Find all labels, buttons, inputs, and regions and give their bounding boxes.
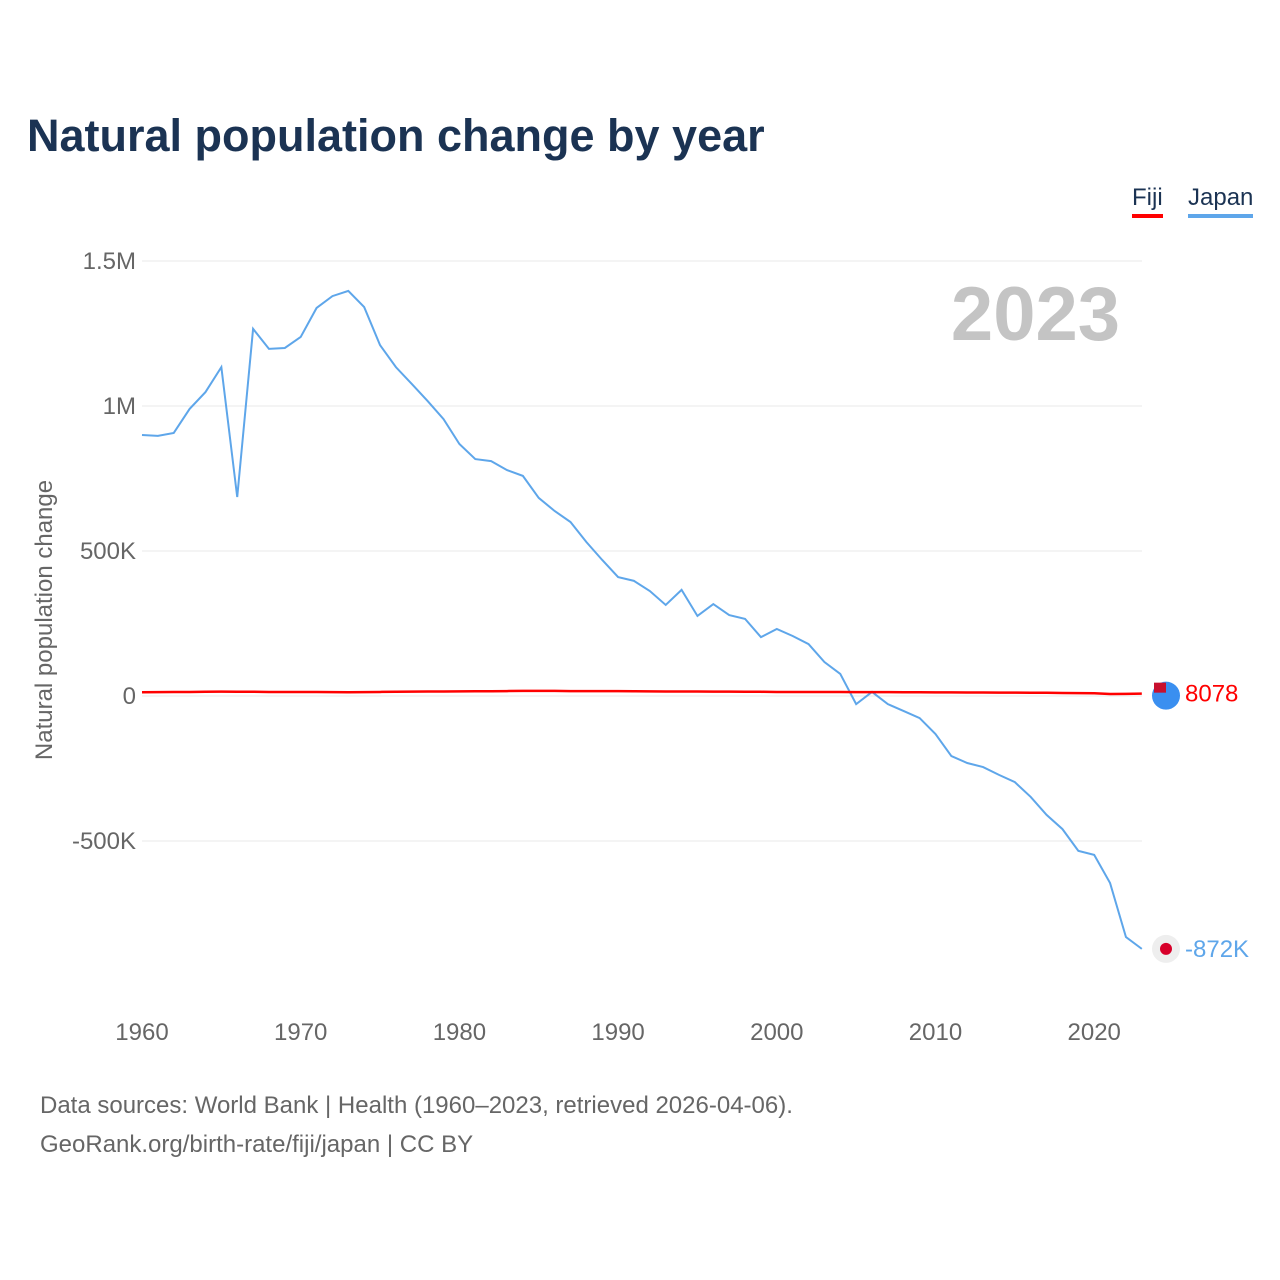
y-tick-label: 1.5M — [83, 248, 136, 275]
fiji-flag-union — [1154, 682, 1166, 693]
source-line-2[interactable]: GeoRank.org/birth-rate/fiji/japan | CC B… — [40, 1131, 474, 1158]
source-line-1: Data sources: World Bank | Health (1960–… — [40, 1092, 793, 1119]
y-tick-label: 1M — [103, 393, 136, 420]
x-tick-label: 1970 — [274, 1019, 327, 1046]
x-tick-label: 2020 — [1068, 1019, 1121, 1046]
x-tick-label: 1990 — [591, 1019, 644, 1046]
fiji-end-label: 8078 — [1185, 681, 1238, 708]
japan-flag-dot — [1160, 942, 1172, 955]
x-tick-label: 2000 — [750, 1019, 803, 1046]
y-axis-label: Natural population change — [31, 480, 58, 760]
x-tick-label: 1960 — [115, 1019, 168, 1046]
japan-end-label: -872K — [1185, 936, 1249, 963]
year-watermark: 2023 — [951, 272, 1120, 357]
y-tick-label: 0 — [123, 683, 136, 710]
x-tick-label: 2010 — [909, 1019, 962, 1046]
legend-fiji[interactable]: Fiji — [1132, 184, 1163, 218]
x-tick-label: 1980 — [433, 1019, 486, 1046]
chart-title: Natural population change by year — [27, 110, 765, 161]
legend-japan[interactable]: Japan — [1188, 184, 1254, 218]
data-source-footer: Data sources: World Bank | Health (1960–… — [40, 1086, 793, 1164]
series-line-japan — [141, 289, 1143, 950]
y-tick-label: -500K — [72, 828, 136, 855]
y-tick-label: 500K — [80, 538, 136, 565]
series-line-fiji — [141, 689, 1142, 696]
